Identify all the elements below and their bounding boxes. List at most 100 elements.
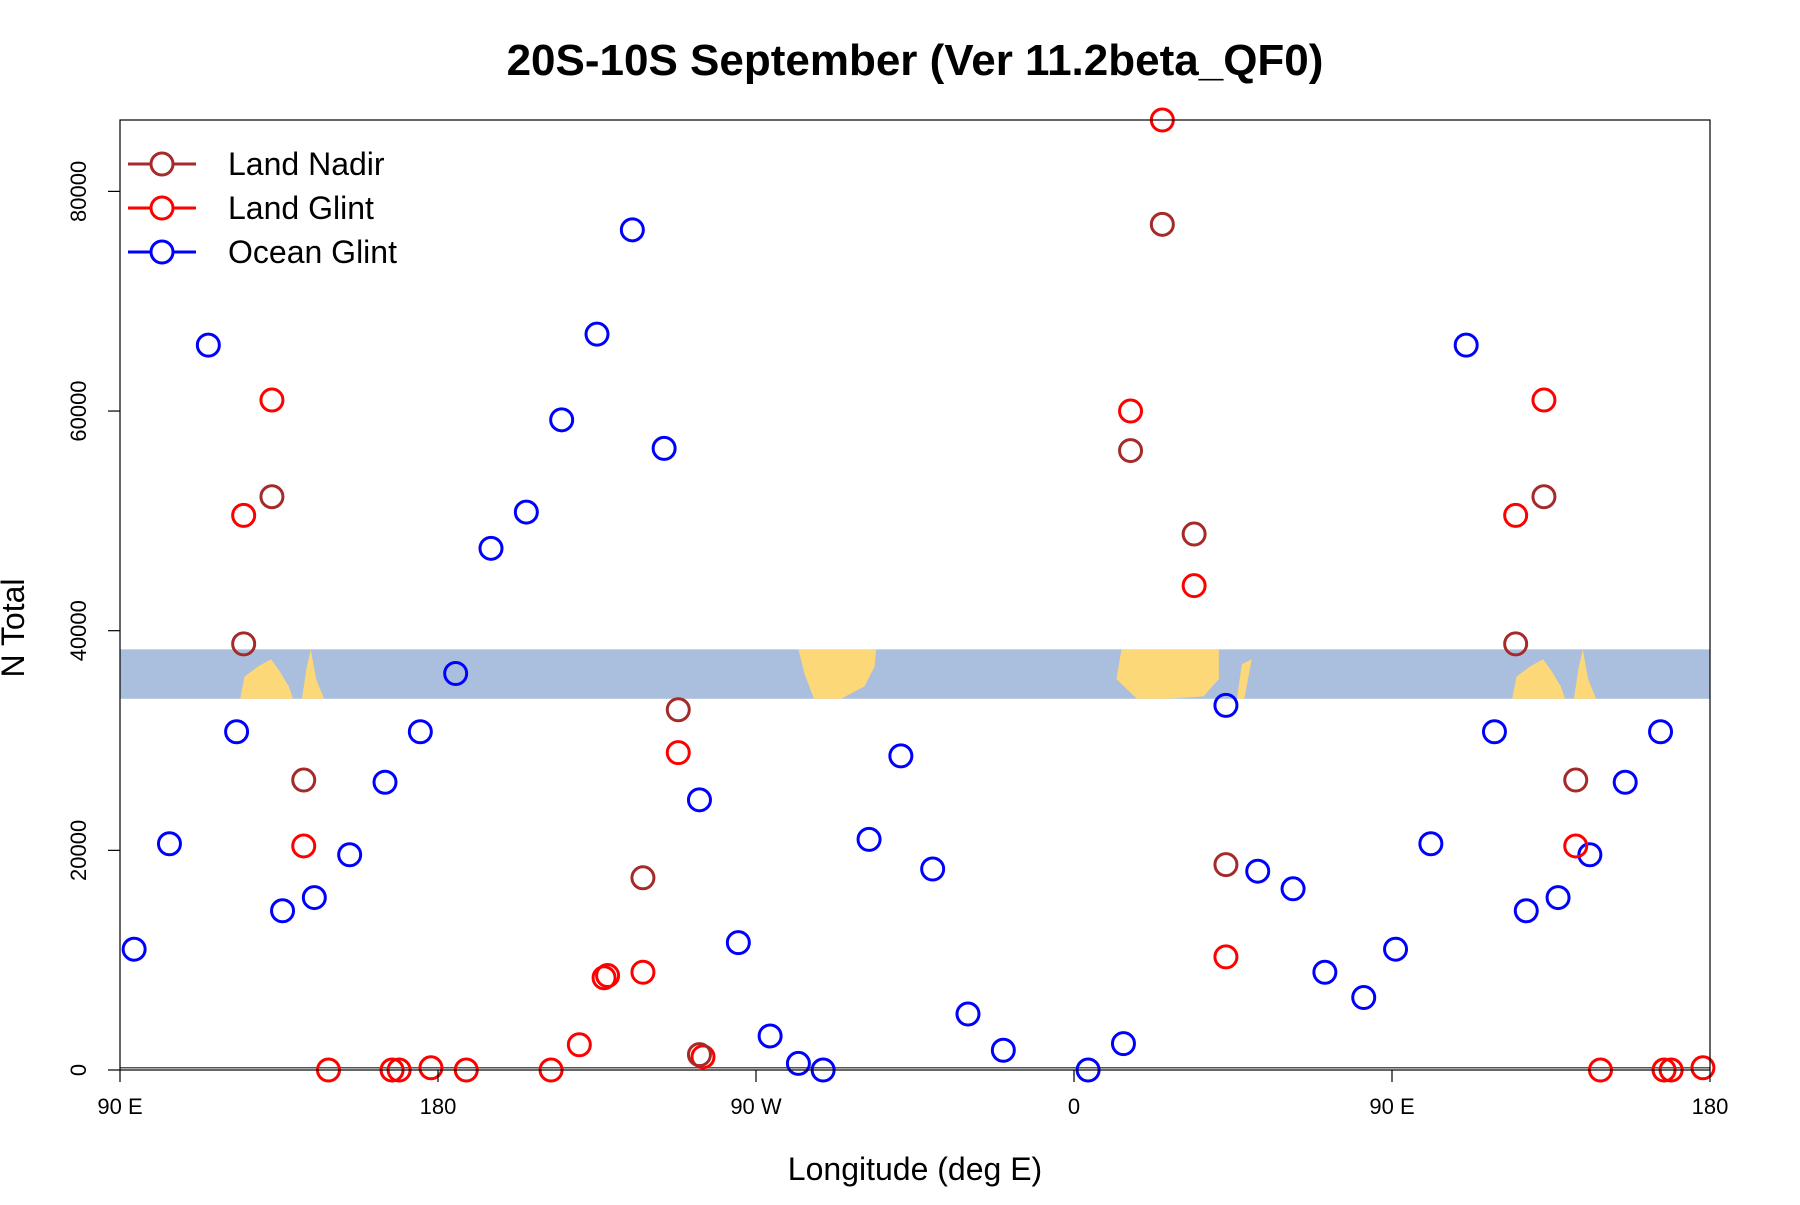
point-land-nadir-9 <box>1213 852 1239 878</box>
point-ocean-glint-22 <box>888 743 914 769</box>
point-ocean-glint-1 <box>156 831 182 857</box>
point-land-nadir-7 <box>1118 438 1144 464</box>
x-axis: 90 E 180 90 W 0 90 E 180 <box>97 1070 1728 1119</box>
point-ocean-glint-2 <box>195 332 221 358</box>
point-ocean-glint-14 <box>619 217 645 243</box>
y-tick-label-4: 80000 <box>66 161 91 222</box>
x-tick-label-4: 90 E <box>1369 1094 1414 1119</box>
point-ocean-glint-8 <box>407 719 433 745</box>
point-ocean-glint-35 <box>1453 332 1479 358</box>
point-land-glint-2 <box>291 833 317 859</box>
land-shape <box>240 659 294 699</box>
ocean-band <box>120 649 1710 699</box>
point-ocean-glint-16 <box>686 787 712 813</box>
legend-label-2: Ocean Glint <box>228 234 397 270</box>
y-tick-label-2: 40000 <box>66 600 91 661</box>
land-shape <box>1116 649 1219 699</box>
legend-label-0: Land Nadir <box>228 146 385 182</box>
point-ocean-glint-41 <box>1648 719 1674 745</box>
point-ocean-glint-7 <box>372 769 398 795</box>
point-land-glint-11 <box>630 959 656 985</box>
point-land-glint-1 <box>259 387 285 413</box>
y-axis-label: N Total <box>0 578 31 677</box>
y-tick-label-3: 60000 <box>66 380 91 441</box>
point-land-nadir-10 <box>1503 631 1529 657</box>
point-ocean-glint-25 <box>990 1037 1016 1063</box>
point-ocean-glint-34 <box>1418 831 1444 857</box>
legend-marker-0 <box>149 151 175 177</box>
point-land-nadir-0 <box>231 631 257 657</box>
map-strip <box>120 649 1710 699</box>
y-axis: 0 20000 40000 60000 80000 <box>66 161 120 1076</box>
point-land-glint-13 <box>591 965 617 991</box>
point-land-nadir-4 <box>665 697 691 723</box>
point-ocean-glint-28 <box>1213 692 1239 718</box>
point-ocean-glint-37 <box>1513 898 1539 924</box>
point-land-glint-17 <box>1181 573 1207 599</box>
point-land-nadir-3 <box>630 865 656 891</box>
point-ocean-glint-23 <box>920 856 946 882</box>
point-ocean-glint-30 <box>1280 876 1306 902</box>
point-land-glint-20 <box>1531 387 1557 413</box>
point-land-glint-15 <box>1118 398 1144 424</box>
point-ocean-glint-6 <box>337 842 363 868</box>
point-land-glint-18 <box>1213 944 1239 970</box>
point-land-nadir-11 <box>1531 484 1557 510</box>
land-shape <box>1236 659 1252 699</box>
x-tick-label-2: 90 W <box>730 1094 782 1119</box>
point-ocean-glint-5 <box>301 885 327 911</box>
point-ocean-glint-10 <box>478 535 504 561</box>
point-ocean-glint-13 <box>584 321 610 347</box>
x-axis-label: Longitude (deg E) <box>788 1151 1042 1187</box>
point-ocean-glint-9 <box>443 661 469 687</box>
land-shape <box>1573 649 1597 699</box>
point-land-nadir-2 <box>291 767 317 793</box>
point-land-glint-0 <box>231 502 257 528</box>
land-shape <box>1512 659 1566 699</box>
point-ocean-glint-27 <box>1110 1031 1136 1057</box>
point-land-glint-10 <box>665 740 691 766</box>
point-ocean-glint-18 <box>757 1023 783 1049</box>
x-tick-label-1: 180 <box>420 1094 457 1119</box>
land-shape <box>301 649 325 699</box>
point-land-glint-19 <box>1503 502 1529 528</box>
point-ocean-glint-19 <box>785 1050 811 1076</box>
y-tick-label-1: 20000 <box>66 820 91 881</box>
x-tick-label-5: 180 <box>1692 1094 1729 1119</box>
x-tick-label-0: 90 E <box>97 1094 142 1119</box>
point-ocean-glint-31 <box>1312 959 1338 985</box>
point-ocean-glint-33 <box>1383 936 1409 962</box>
point-ocean-glint-40 <box>1612 769 1638 795</box>
point-ocean-glint-12 <box>549 407 575 433</box>
point-land-glint-6 <box>418 1055 444 1081</box>
point-land-nadir-6 <box>1149 211 1175 237</box>
plot-frame <box>119 119 1711 1071</box>
point-ocean-glint-29 <box>1245 858 1271 884</box>
point-ocean-glint-21 <box>856 826 882 852</box>
x-tick-label-3: 0 <box>1068 1094 1080 1119</box>
point-ocean-glint-36 <box>1481 719 1507 745</box>
legend-label-1: Land Glint <box>228 190 374 226</box>
point-ocean-glint-32 <box>1351 985 1377 1011</box>
y-tick-label-0: 0 <box>66 1064 91 1076</box>
land-shape <box>798 649 877 699</box>
point-ocean-glint-0 <box>121 936 147 962</box>
point-ocean-glint-24 <box>955 1001 981 1027</box>
point-ocean-glint-17 <box>725 930 751 956</box>
point-ocean-glint-4 <box>270 898 296 924</box>
point-land-glint-12 <box>595 963 621 989</box>
point-ocean-glint-3 <box>224 719 250 745</box>
point-ocean-glint-11 <box>513 499 539 525</box>
point-land-nadir-8 <box>1181 521 1207 547</box>
legend: Land Nadir Land Glint Ocean Glint <box>128 146 397 270</box>
point-land-glint-21 <box>1563 833 1589 859</box>
point-ocean-glint-39 <box>1577 842 1603 868</box>
point-ocean-glint-15 <box>651 435 677 461</box>
point-land-glint-14 <box>566 1032 592 1058</box>
point-land-nadir-5 <box>686 1042 712 1068</box>
legend-marker-2 <box>149 239 175 265</box>
legend-marker-1 <box>149 195 175 221</box>
point-land-glint-25 <box>1690 1055 1716 1081</box>
